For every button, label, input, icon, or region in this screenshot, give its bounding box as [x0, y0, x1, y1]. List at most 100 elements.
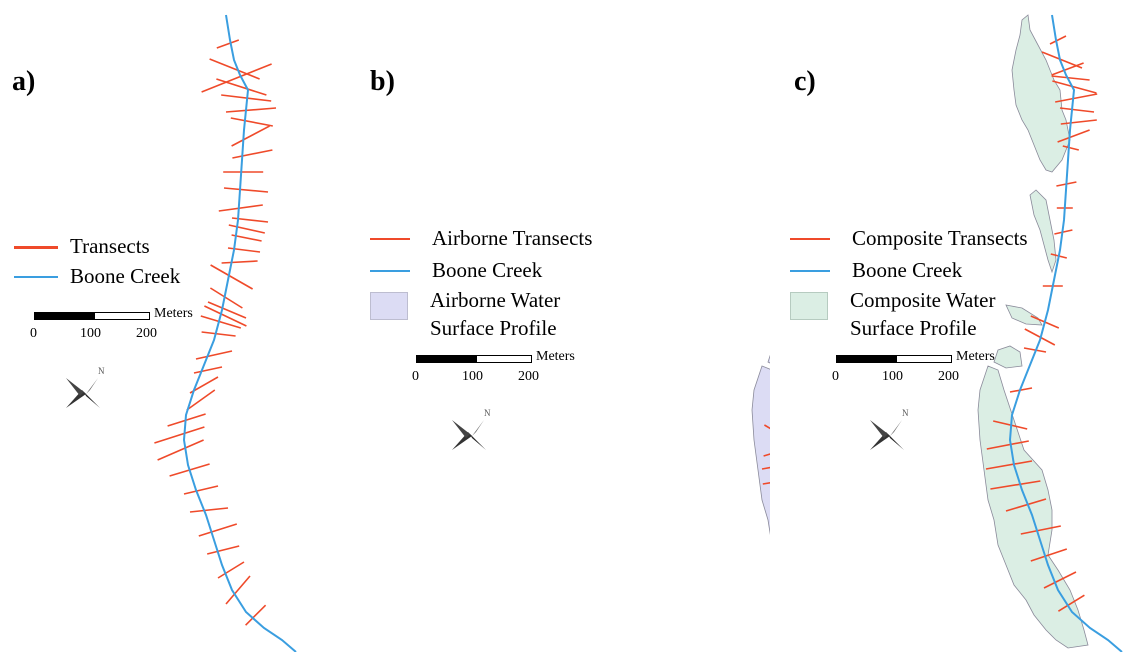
scale-bar-white [476, 355, 532, 363]
svg-text:N: N [98, 366, 105, 376]
transect-line [1030, 548, 1068, 562]
transect-line [1062, 145, 1079, 151]
transect-line [186, 389, 216, 411]
legend-label: Airborne Transects [432, 226, 593, 250]
legend-label: Boone Creek [70, 264, 181, 288]
transect-line [210, 264, 253, 290]
transect-swatch [370, 238, 410, 240]
transect-line [990, 480, 1041, 490]
scale-tick: 0 [412, 369, 419, 384]
scale-bar-black [416, 355, 476, 363]
transect-line [209, 287, 243, 309]
scale-tick: 100 [80, 326, 101, 341]
legend-label-line1: Composite Water [850, 288, 996, 312]
map-a [154, 14, 297, 652]
transect-line [207, 545, 240, 555]
scale-tick: 0 [30, 326, 37, 341]
transect-line [230, 117, 273, 127]
transect-line [225, 575, 251, 605]
transect-line [189, 507, 229, 513]
transect-line [154, 426, 205, 444]
transect-swatch [790, 238, 830, 240]
legend-label: Transects [70, 234, 150, 258]
transect-line [1051, 62, 1084, 76]
transect-line [232, 149, 273, 159]
transect-line [245, 604, 267, 626]
transect-line [1052, 80, 1097, 94]
creek-line [182, 14, 297, 652]
panel-label-a: a) [12, 66, 36, 97]
scale-bar-white [896, 355, 952, 363]
scale-unit: Meters [154, 306, 193, 321]
transect-line [204, 305, 247, 327]
transect-line [225, 107, 277, 113]
transect-line [1049, 35, 1067, 45]
scale-unit: Meters [956, 349, 995, 364]
legend-label: Boone Creek [852, 258, 963, 282]
map-c [977, 14, 1123, 652]
transect-line [1005, 498, 1047, 512]
transect-line [198, 523, 238, 537]
water-surface-patch [751, 365, 770, 536]
legend-label: Composite Transects [852, 226, 1028, 250]
creek-swatch [370, 270, 410, 272]
transect-line [1057, 594, 1085, 612]
transect-line [1051, 75, 1090, 81]
water-surface-patch [993, 345, 1023, 369]
legend-label-line2: Surface Profile [430, 316, 557, 340]
scale-tick: 200 [136, 326, 157, 341]
transect-line [216, 39, 240, 49]
transect-line [207, 301, 247, 319]
legend-label-line1: Airborne Water [430, 288, 561, 312]
scale-tick: 100 [882, 369, 903, 384]
svg-text:N: N [484, 408, 491, 418]
transect-line [221, 260, 258, 264]
transect-line [761, 466, 770, 470]
water-surface-patch [767, 354, 770, 364]
transect-line [1057, 129, 1090, 143]
transect-line [195, 350, 233, 360]
transect-line [985, 460, 1033, 470]
transect-line [1060, 119, 1097, 125]
transect-line [231, 125, 270, 147]
water-surface-patch [1029, 189, 1057, 274]
transect-line [201, 63, 272, 93]
transect-line [183, 485, 219, 495]
transect-line [986, 440, 1029, 450]
scale-tick: 200 [518, 369, 539, 384]
transect-line [223, 187, 269, 193]
legend-label: Boone Creek [432, 258, 543, 282]
scale-bar-black [836, 355, 896, 363]
transect-line [193, 366, 223, 374]
transect-line [200, 315, 242, 329]
scale-bar-black [34, 312, 94, 320]
creek-swatch [14, 276, 58, 278]
panel-c: c) Composite Transects Boone Creek Compo… [770, 0, 1142, 652]
profile-swatch [370, 292, 408, 320]
profile-swatch [790, 292, 828, 320]
transect-line [1020, 525, 1061, 535]
scale-bar-white [94, 312, 150, 320]
creek-swatch [790, 270, 830, 272]
transect-line [217, 561, 245, 579]
panel-b: b) Airborne Transects Boone Creek Airbor… [370, 0, 770, 652]
transect-line [201, 331, 236, 337]
water-surface-patch [1005, 304, 1043, 326]
transect-line [1059, 107, 1095, 113]
transect-line [216, 78, 267, 96]
water-surface-patch [977, 365, 1089, 649]
legend-label-line2: Surface Profile [850, 316, 977, 340]
svg-text:N: N [902, 408, 909, 418]
scale-tick: 0 [832, 369, 839, 384]
panel-label-b: b) [370, 66, 395, 97]
transect-line [157, 439, 204, 461]
transect-line [209, 58, 260, 80]
panel-a: a) Transects Boone Creek Meters 0 100 20… [0, 0, 370, 652]
transect-line [1043, 571, 1077, 589]
transect-line [228, 224, 265, 234]
north-arrow-icon: N [870, 408, 909, 450]
transect-line [218, 204, 263, 212]
scale-tick: 100 [462, 369, 483, 384]
north-arrow-icon: N [66, 366, 105, 408]
map-b [751, 354, 770, 536]
